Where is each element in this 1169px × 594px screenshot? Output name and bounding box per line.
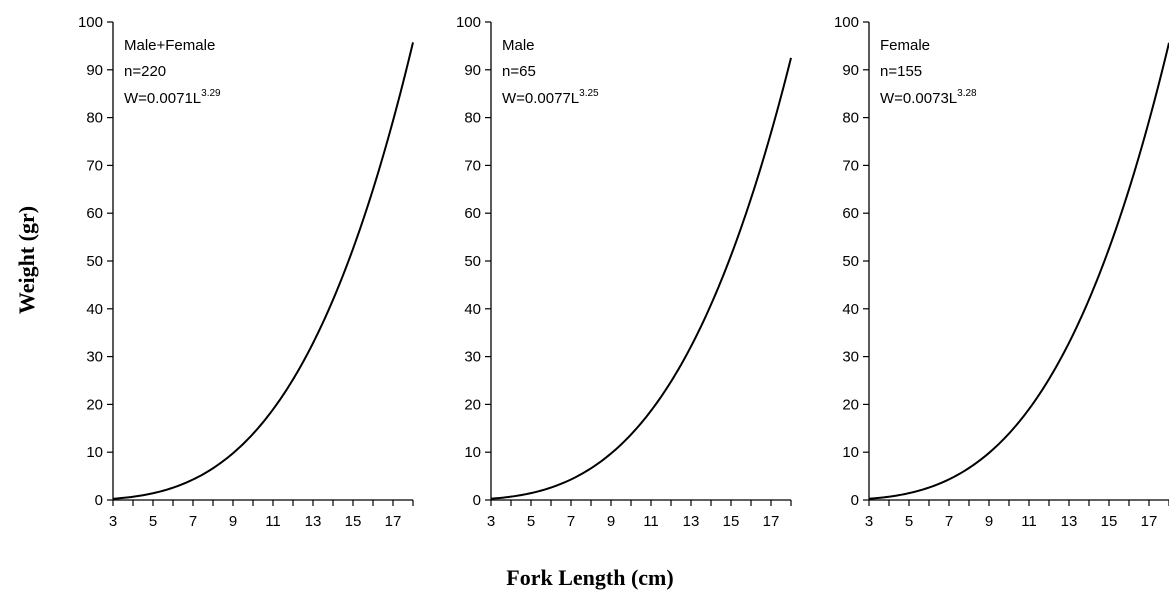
sample-size: n=65: [502, 63, 536, 80]
x-tick-label: 15: [723, 513, 740, 530]
panel-label: Female: [880, 37, 930, 54]
equation: W=0.0077L3.25: [502, 88, 599, 107]
sample-size: n=155: [880, 63, 922, 80]
panel-1: 0 10 20 30 40 50 60 70 80 90 100 3 5 7 9 11 13 15 17 Male+F…: [78, 14, 414, 530]
x-tick-label: 7: [945, 513, 953, 530]
weight-length-curve: [112, 42, 414, 500]
y-tick-label: 100: [78, 14, 103, 31]
y-tick-label: 10: [842, 444, 859, 461]
y-tick-label: 90: [86, 62, 103, 79]
y-tick-label: 0: [473, 492, 481, 509]
x-tick-label: 11: [265, 513, 281, 530]
x-tick-label: 11: [1021, 513, 1037, 530]
x-tick-label: 7: [189, 513, 197, 530]
x-tick-label: 3: [865, 513, 873, 530]
y-tick-label: 30: [86, 349, 103, 366]
x-tick-label: 17: [1141, 513, 1158, 530]
y-tick-label: 10: [86, 444, 103, 461]
y-tick-label: 0: [851, 492, 859, 509]
x-tick-label: 13: [683, 513, 700, 530]
x-axis-title: Fork Length (cm): [506, 565, 673, 590]
x-tick-label: 17: [763, 513, 780, 530]
x-tick-label: 9: [607, 513, 615, 530]
y-tick-label: 40: [86, 301, 103, 318]
equation-base: W=0.0073L: [880, 90, 957, 107]
y-tick-label: 70: [86, 157, 103, 174]
y-tick-label: 90: [842, 62, 859, 79]
y-tick-label: 10: [464, 444, 481, 461]
panel-2: 0 10 20 30 40 50 60 70 80 90 100 3 5 7 9 11 13 15 17 Male n=…: [456, 14, 792, 530]
y-tick-label: 100: [456, 14, 481, 31]
equation-exponent: 3.25: [579, 88, 599, 99]
x-tick-label: 15: [1101, 513, 1118, 530]
y-tick-label: 40: [464, 301, 481, 318]
x-tick-label: 5: [905, 513, 913, 530]
equation: W=0.0073L3.28: [880, 88, 977, 107]
weight-length-curve: [868, 42, 1169, 500]
x-tick-label: 7: [567, 513, 575, 530]
x-tick-label: 15: [345, 513, 362, 530]
equation-base: W=0.0077L: [502, 90, 579, 107]
panel-label: Male: [502, 37, 535, 54]
weight-length-curve: [490, 57, 792, 500]
x-tick-label: 3: [487, 513, 495, 530]
panel-label: Male+Female: [124, 37, 215, 54]
y-tick-label: 100: [834, 14, 859, 31]
y-tick-label: 40: [842, 301, 859, 318]
y-tick-label: 20: [86, 396, 103, 413]
sample-size: n=220: [124, 63, 166, 80]
y-tick-label: 30: [464, 349, 481, 366]
equation-exponent: 3.28: [957, 88, 977, 99]
equation-base: W=0.0071L: [124, 90, 201, 107]
y-tick-label: 20: [842, 396, 859, 413]
y-tick-label: 50: [86, 253, 103, 270]
x-tick-label: 3: [109, 513, 117, 530]
y-tick-label: 60: [464, 205, 481, 222]
y-tick-label: 20: [464, 396, 481, 413]
y-tick-label: 60: [842, 205, 859, 222]
y-tick-label: 30: [842, 349, 859, 366]
panel-3: 0 10 20 30 40 50 60 70 80 90 100 3 5 7 9 11 13 15 17 Female…: [834, 14, 1169, 530]
equation: W=0.0071L3.29: [124, 88, 221, 107]
y-tick-label: 70: [464, 157, 481, 174]
y-tick-label: 80: [86, 110, 103, 127]
y-tick-label: 50: [842, 253, 859, 270]
x-tick-label: 17: [385, 513, 402, 530]
y-tick-label: 60: [86, 205, 103, 222]
y-tick-label: 80: [842, 110, 859, 127]
y-tick-label: 50: [464, 253, 481, 270]
x-tick-label: 5: [149, 513, 157, 530]
x-tick-label: 13: [305, 513, 322, 530]
x-tick-label: 11: [643, 513, 659, 530]
x-tick-label: 9: [229, 513, 237, 530]
y-tick-label: 90: [464, 62, 481, 79]
y-axis-title: Weight (gr): [14, 206, 39, 314]
equation-exponent: 3.29: [201, 88, 221, 99]
y-tick-label: 0: [95, 492, 103, 509]
x-tick-label: 5: [527, 513, 535, 530]
y-tick-label: 70: [842, 157, 859, 174]
x-tick-label: 9: [985, 513, 993, 530]
y-tick-label: 80: [464, 110, 481, 127]
x-tick-label: 13: [1061, 513, 1078, 530]
